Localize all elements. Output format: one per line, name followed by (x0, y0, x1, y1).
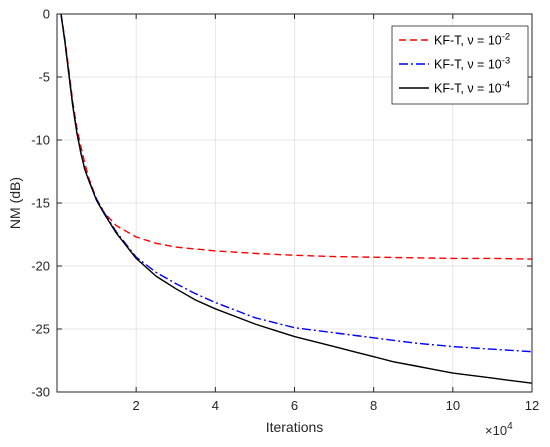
y-tick-label: -30 (31, 385, 50, 400)
x-tick-label: 8 (370, 398, 377, 413)
series-line (60, 13, 533, 384)
y-tick-label: -5 (38, 70, 50, 85)
x-tick-label: 10 (446, 398, 460, 413)
series-layer (60, 13, 533, 384)
legend-label: KF-T, ν = 10-2 (434, 32, 510, 48)
series-line (60, 13, 533, 260)
y-tick-label: -25 (31, 322, 50, 337)
y-tick-label: -20 (31, 259, 50, 274)
x-tick-label: 2 (133, 398, 140, 413)
y-axis-label: NM (dB) (7, 177, 23, 229)
grid (57, 14, 532, 392)
y-tick-label: 0 (43, 7, 50, 22)
legend-box (391, 25, 529, 105)
x-tick-label: 12 (525, 398, 539, 413)
y-tick-label: -10 (31, 133, 50, 148)
ticks: 2 4 6 8 10 12 0 -5 -10 -15 -20 -25 -30 (31, 7, 539, 414)
x-axis-multiplier-base: ×10 (485, 423, 507, 438)
x-axis-label: Iterations (266, 419, 324, 435)
legend-label: KF-T, ν = 10-3 (434, 56, 510, 72)
x-axis-multiplier-exponent: 4 (507, 421, 513, 432)
x-tick-label: 6 (291, 398, 298, 413)
x-axis-multiplier: ×104 (485, 421, 513, 438)
x-tick-label: 4 (212, 398, 219, 413)
legend-label: KF-T, ν = 10-4 (434, 80, 510, 96)
legend: KF-T, ν = 10-2 KF-T, ν = 10-3 KF-T, ν = 10… (391, 25, 529, 105)
y-tick-label: -15 (31, 196, 50, 211)
